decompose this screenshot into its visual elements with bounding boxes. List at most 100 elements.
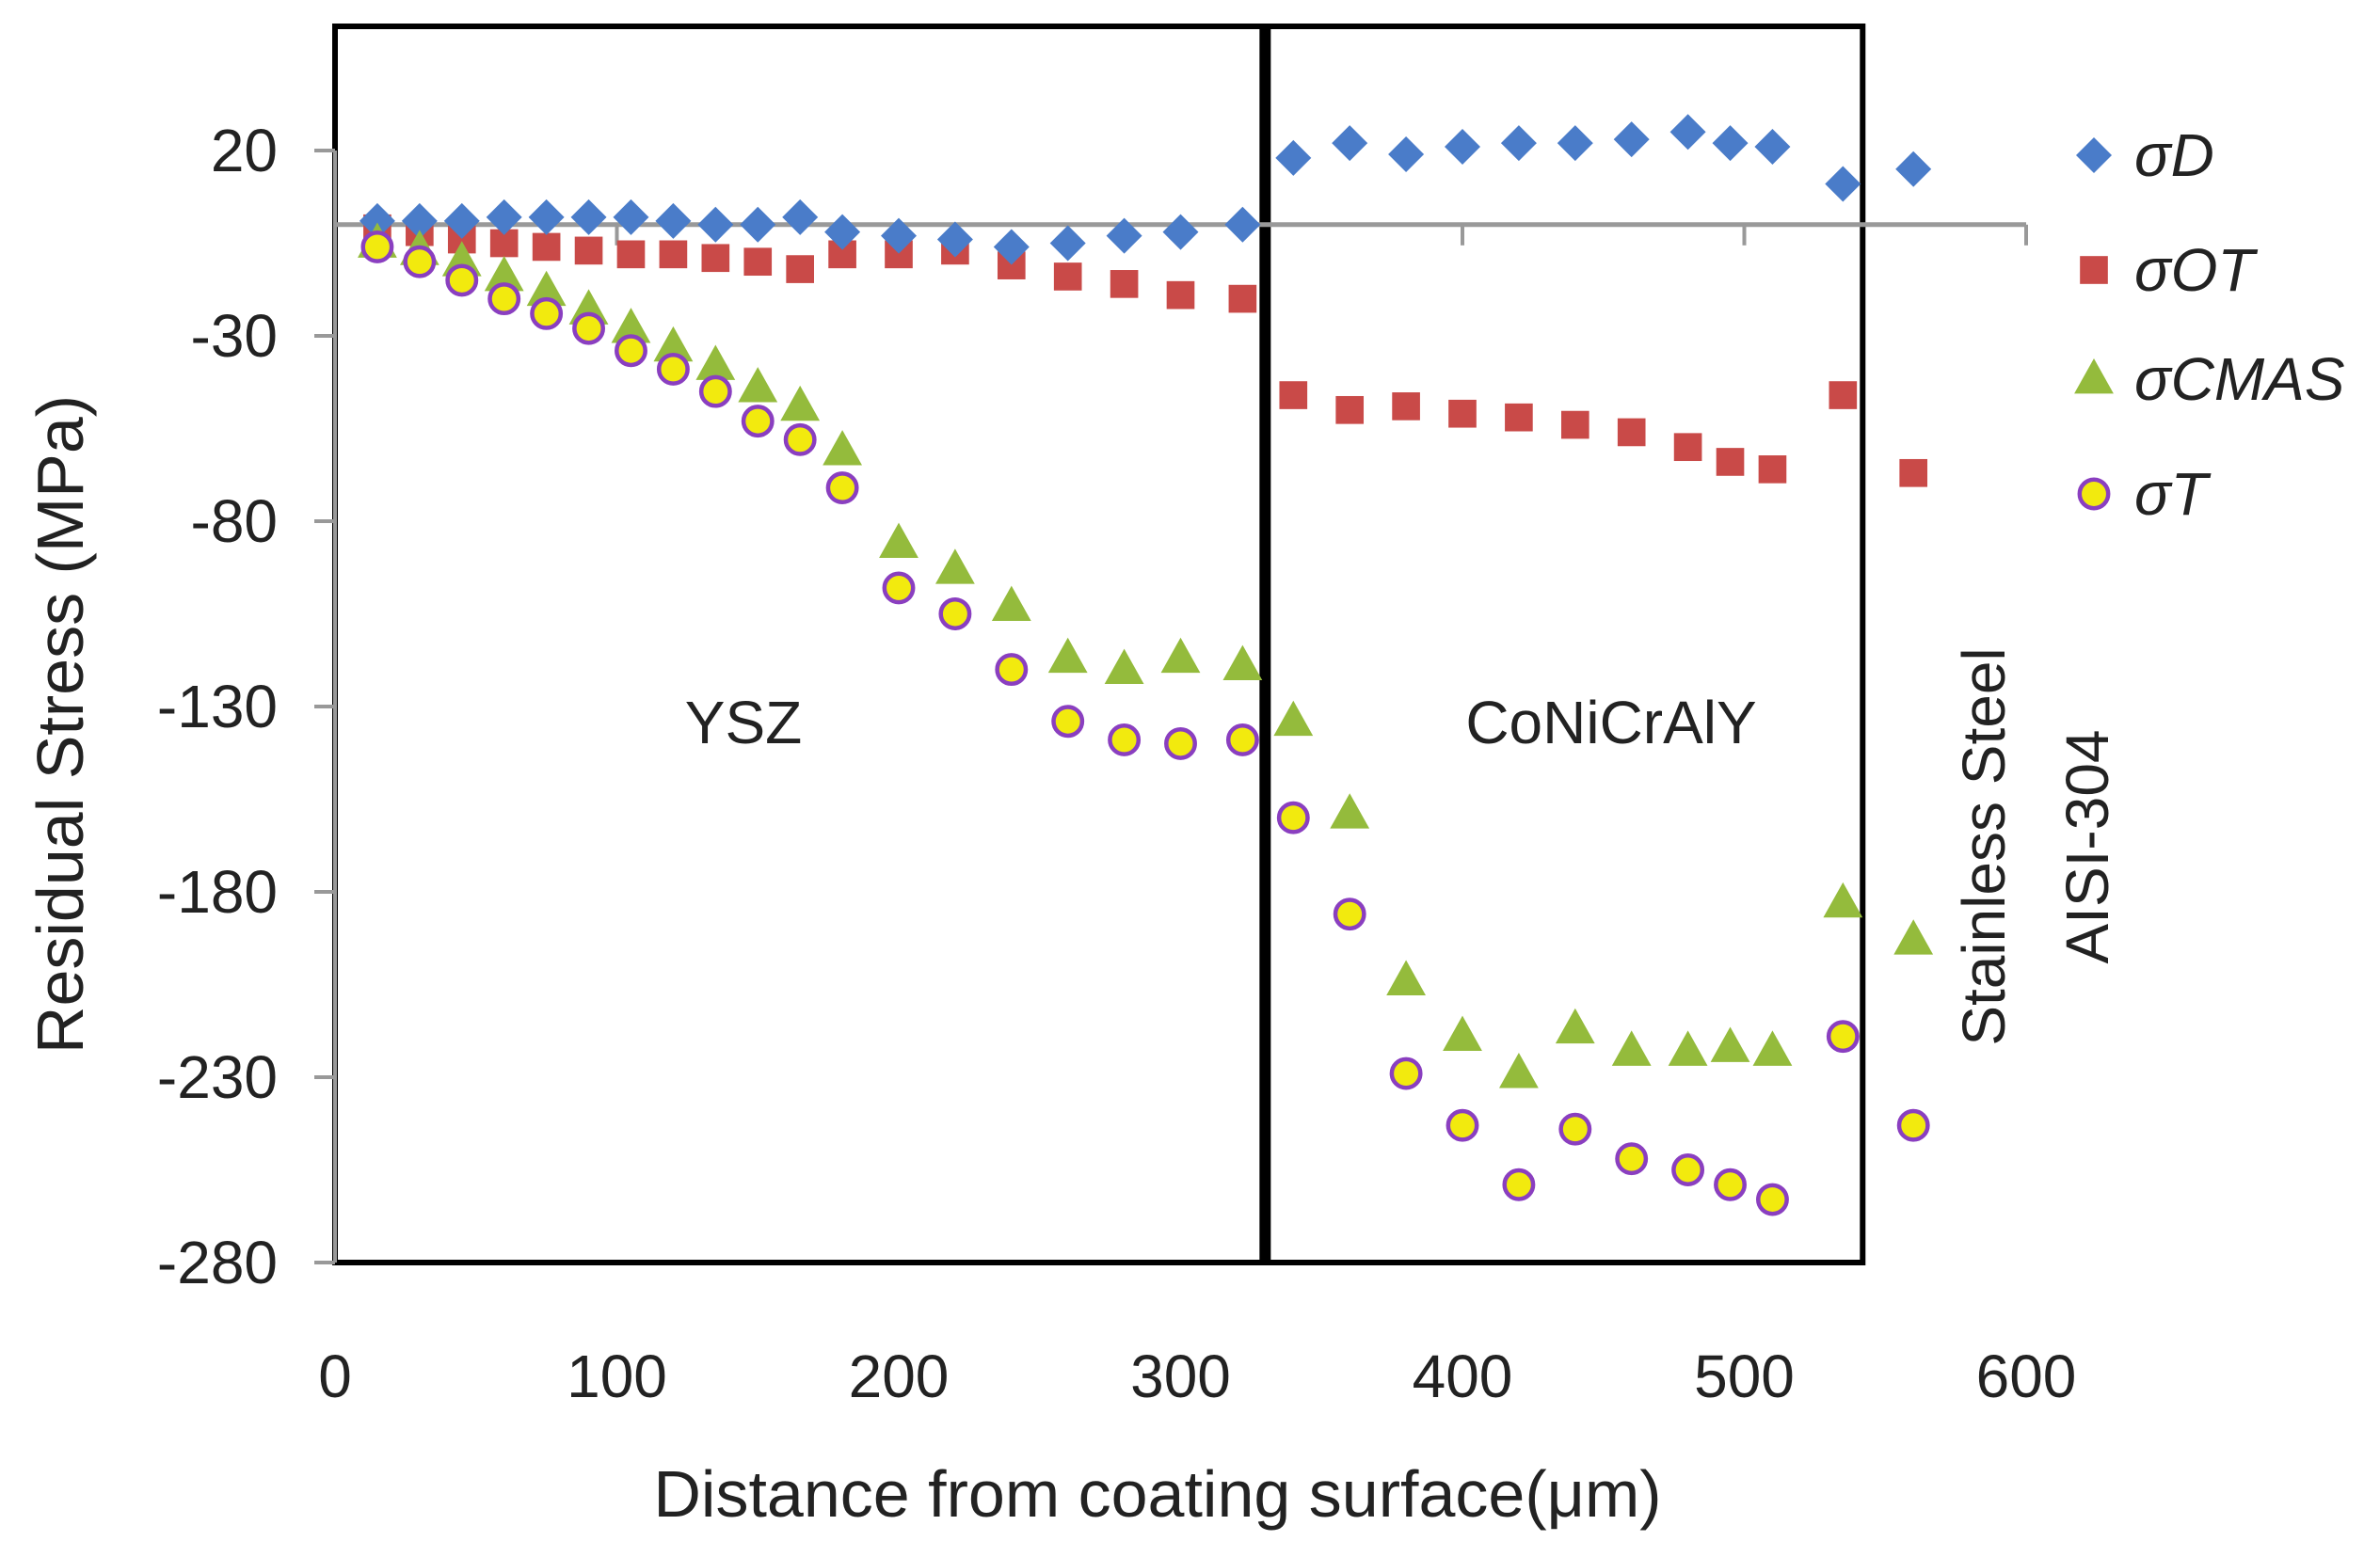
circle-point xyxy=(1051,705,1085,739)
circle-point xyxy=(1502,1168,1536,1201)
y-tick-label: -280 xyxy=(157,1229,278,1296)
diamond-point xyxy=(1895,151,1932,187)
legend-label: σOT xyxy=(2134,236,2258,304)
diamond-point xyxy=(443,202,480,239)
diamond-point xyxy=(1445,129,1480,166)
diamond-point xyxy=(1754,129,1791,166)
diamond-point xyxy=(1613,121,1650,158)
triangle-point xyxy=(1499,1053,1539,1088)
diamond-point xyxy=(486,199,522,235)
square-point xyxy=(1829,381,1858,409)
triangle-point xyxy=(1710,1026,1750,1062)
circle-point xyxy=(1756,1183,1789,1216)
legend-marker-diamond xyxy=(2076,137,2112,173)
circle-point xyxy=(360,230,394,263)
square-point xyxy=(616,240,646,269)
circle-point xyxy=(445,263,479,297)
circle-point xyxy=(1714,1168,1747,1201)
y-tick-label: 20 xyxy=(211,117,278,184)
diamond-point xyxy=(824,214,861,250)
axis-titles: Distance from coating surface(μm) Residu… xyxy=(24,395,1662,1531)
triangle-point xyxy=(1443,1015,1482,1052)
axes: 0 100 200 300 400 500 600 20 -30 -80 -130 -180 -230 -… xyxy=(157,117,2076,1410)
diamond-point xyxy=(528,199,565,235)
diamond-point xyxy=(1049,225,1086,262)
triangle-point xyxy=(780,385,821,421)
square-point xyxy=(1335,395,1365,424)
diamond-point xyxy=(993,229,1030,265)
triangle-point xyxy=(823,430,862,466)
region-label-substrate-line1: Stainless Steel xyxy=(1950,647,2018,1045)
triangle-point xyxy=(1104,648,1144,684)
square-point xyxy=(574,236,603,265)
circle-point xyxy=(1389,1057,1423,1090)
circle-point xyxy=(403,245,437,278)
x-tick-label: 300 xyxy=(1130,1343,1231,1410)
series-triangle xyxy=(358,222,1934,1088)
circle-point xyxy=(995,653,1029,687)
square-point xyxy=(1716,448,1745,476)
triangle-point xyxy=(738,367,778,403)
circle-point xyxy=(1826,1020,1860,1054)
x-tick-label: 100 xyxy=(567,1343,667,1410)
triangle-point xyxy=(1160,637,1201,674)
triangle-point xyxy=(991,585,1031,622)
circle-point xyxy=(1671,1153,1705,1186)
x-tick-label: 0 xyxy=(318,1343,352,1410)
triangle-point xyxy=(484,255,524,292)
data-marks xyxy=(358,114,1934,1216)
legend-label: σCMAS xyxy=(2134,345,2345,413)
triangle-point xyxy=(1752,1030,1793,1066)
circle-point xyxy=(1615,1142,1649,1176)
legend-marker-square xyxy=(2080,256,2108,284)
diamond-point xyxy=(1712,125,1749,162)
triangle-point xyxy=(1273,700,1314,737)
diamond-point xyxy=(655,202,692,239)
triangle-point xyxy=(1611,1030,1652,1066)
coating-region-frame xyxy=(332,24,1866,1265)
x-axis-title: Distance from coating surface(μm) xyxy=(653,1457,1661,1531)
diamond-point xyxy=(881,217,917,254)
diamond-point xyxy=(613,199,649,235)
triangle-point xyxy=(1330,793,1370,829)
square-point xyxy=(1505,403,1533,432)
diamond-point xyxy=(1224,206,1261,243)
square-point xyxy=(786,255,814,283)
diamond-point xyxy=(740,206,776,243)
circle-point xyxy=(1225,723,1259,756)
triangle-point xyxy=(1047,637,1088,674)
y-tick-label: -130 xyxy=(157,673,278,740)
square-point xyxy=(701,244,730,273)
legend-marker-triangle xyxy=(2074,358,2114,394)
diamond-point xyxy=(359,202,395,239)
diamond-point xyxy=(1388,135,1425,172)
circle-point xyxy=(1276,801,1310,834)
legend-label: σD xyxy=(2134,121,2214,189)
square-point xyxy=(1899,458,1928,487)
triangle-point xyxy=(653,326,694,362)
circle-point xyxy=(1896,1108,1930,1142)
square-point xyxy=(743,247,773,277)
square-point xyxy=(532,232,561,262)
square-point xyxy=(1392,392,1420,421)
square-point xyxy=(659,240,688,269)
circle-point xyxy=(882,571,916,605)
x-tick-label: 500 xyxy=(1694,1343,1795,1410)
triangle-point xyxy=(1386,960,1426,995)
circle-point xyxy=(530,296,564,330)
circle-point xyxy=(741,405,775,438)
square-point xyxy=(1560,410,1589,439)
diamond-point xyxy=(1557,125,1593,162)
series-square xyxy=(363,214,1928,487)
circle-point xyxy=(615,334,647,368)
triangle-point xyxy=(611,308,651,343)
diamond-point xyxy=(782,199,819,235)
diamond-point xyxy=(1275,139,1312,176)
region-label-ysz: YSZ xyxy=(685,689,802,756)
square-point xyxy=(1673,433,1702,462)
square-point xyxy=(1758,455,1787,484)
legend-label: σT xyxy=(2134,460,2212,528)
square-point xyxy=(1228,284,1257,313)
circle-point xyxy=(1446,1108,1479,1142)
